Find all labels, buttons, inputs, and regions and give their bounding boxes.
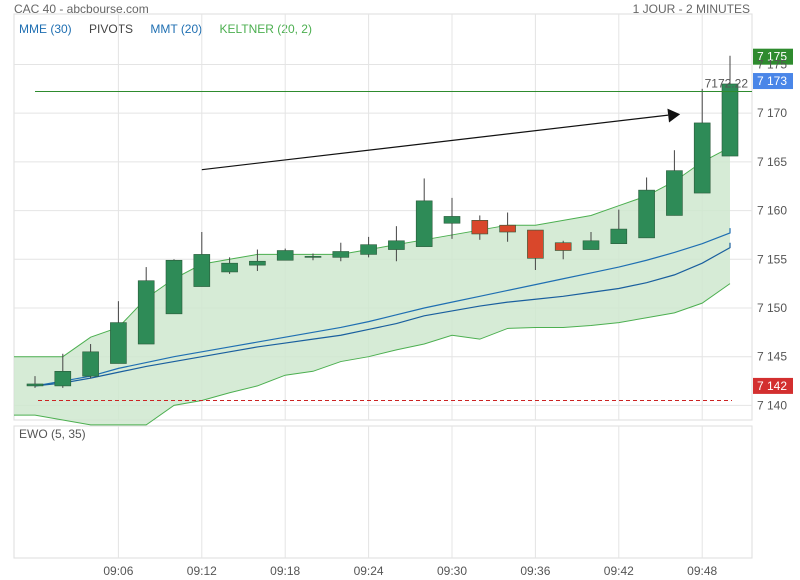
- candle-body: [666, 170, 683, 216]
- price-badge: [753, 73, 793, 90]
- trend-arrow-head: [667, 108, 681, 123]
- candle-body: [415, 200, 433, 247]
- candle-body: [137, 280, 155, 345]
- x-tick-label: 09:18: [270, 564, 300, 578]
- candle-body: [360, 244, 377, 255]
- candle-body: [332, 251, 350, 258]
- x-tick-label: 09:36: [520, 564, 550, 578]
- candle-body: [221, 262, 238, 273]
- y-tick-label: 7 160: [757, 204, 787, 218]
- keltner-lower-line: [14, 283, 731, 426]
- x-tick-label: 09:42: [604, 564, 634, 578]
- keltner-band: [14, 147, 730, 425]
- y-tick-label: 7 145: [757, 350, 787, 364]
- mme-line: [34, 228, 731, 387]
- legend-mmt[interactable]: MMT (20): [150, 22, 203, 36]
- mmt-line: [34, 242, 731, 387]
- legend-mme[interactable]: MME (30): [19, 22, 72, 36]
- y-tick-label: 7 155: [757, 252, 787, 266]
- price-badge-label: 7 173: [757, 74, 787, 88]
- candle-body: [54, 370, 72, 387]
- candle-body: [304, 256, 322, 258]
- x-tick-label: 09:06: [103, 564, 133, 578]
- candle-body: [721, 83, 739, 157]
- indicator-legend: MME (30) PIVOTS MMT (20) KELTNER (20, 2): [19, 22, 326, 36]
- ewo-label: EWO (5, 35): [19, 427, 86, 441]
- y-tick-label: 7 170: [757, 106, 787, 120]
- candle-body: [527, 229, 544, 259]
- instrument-title: CAC 40 - abcbourse.com: [14, 2, 149, 16]
- candle-body: [638, 189, 655, 239]
- candle-body: [471, 220, 489, 235]
- candle-body: [610, 228, 628, 245]
- trend-arrow-line: [201, 114, 669, 171]
- candle-body: [554, 242, 572, 251]
- ewo-panel-frame: [13, 425, 753, 559]
- candle-body: [443, 216, 461, 224]
- price-badge: [753, 48, 793, 65]
- legend-pivots[interactable]: PIVOTS: [89, 22, 134, 36]
- candle-body: [165, 259, 183, 315]
- price-panel-frame: [13, 13, 753, 421]
- legend-keltner[interactable]: KELTNER (20, 2): [219, 22, 312, 36]
- candle-body: [693, 122, 711, 194]
- y-tick-label: 7 175: [757, 57, 787, 71]
- x-tick-label: 09:30: [437, 564, 467, 578]
- price-badge-label: 7 142: [757, 379, 787, 393]
- x-tick-label: 09:24: [354, 564, 384, 578]
- price-badge: [753, 377, 793, 394]
- period-label: 1 JOUR - 2 MINUTES: [632, 2, 750, 16]
- candle-body: [276, 250, 294, 261]
- y-tick-label: 7 140: [757, 398, 787, 412]
- y-tick-label: 7 165: [757, 155, 787, 169]
- x-tick-label: 09:12: [187, 564, 217, 578]
- candle-body: [388, 240, 405, 250]
- candle-body: [582, 240, 600, 250]
- x-tick-label: 09:48: [687, 564, 717, 578]
- candle-body: [26, 383, 44, 387]
- y-tick-label: 7 150: [757, 301, 787, 315]
- candle-body: [193, 254, 211, 287]
- candle-body: [82, 351, 99, 377]
- candle-body: [499, 224, 516, 233]
- candle-body: [110, 322, 127, 364]
- price-badge-label: 7 175: [757, 50, 787, 64]
- candle-body: [249, 260, 266, 266]
- pivot-resistance-label: 7172.22: [705, 77, 749, 91]
